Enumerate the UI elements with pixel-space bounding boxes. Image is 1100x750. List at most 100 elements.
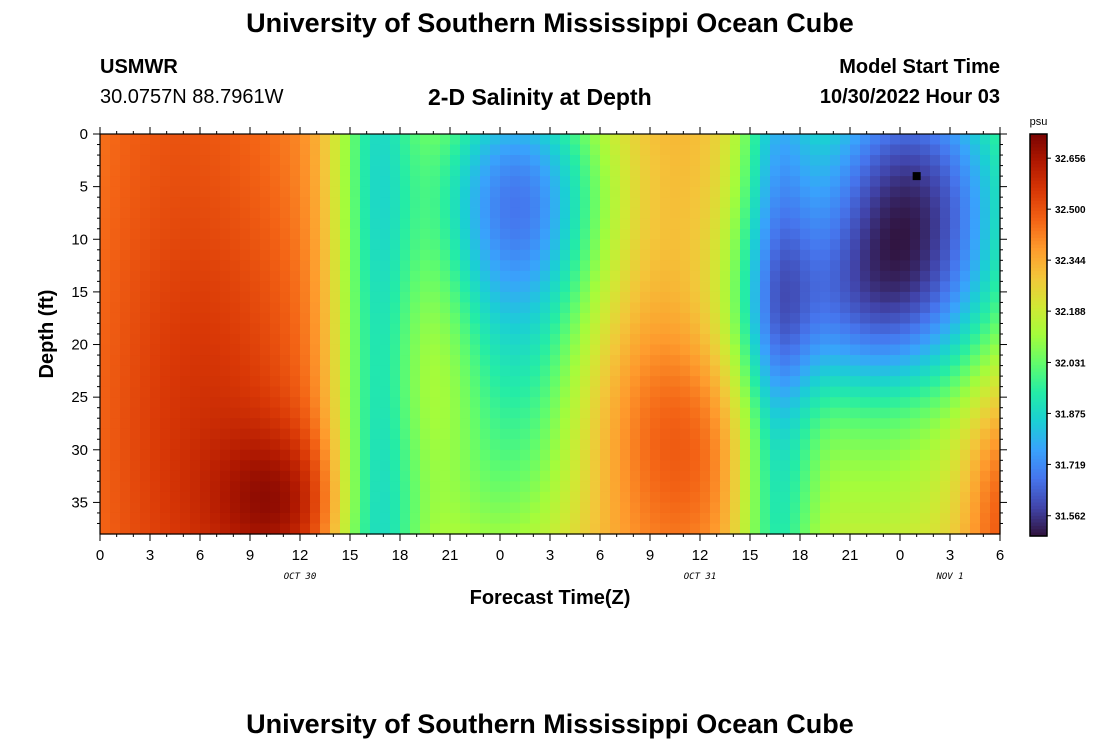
heatmap-cell [350,218,361,230]
heatmap-cell [400,344,411,356]
colorbar-swatch [1030,519,1047,524]
date-label: NOV 1 [935,572,963,582]
x-tick-label: 0 [96,547,104,564]
heatmap-cell [630,491,641,504]
heatmap-cell [480,512,491,525]
heatmap-cell [210,144,221,156]
heatmap-cell [410,418,421,430]
heatmap-cell [630,418,641,430]
heatmap-cell [870,186,881,198]
heatmap-cell [990,197,1001,209]
heatmap-cell [830,439,841,451]
colorbar-swatch [1030,361,1047,366]
heatmap-cell [270,470,281,482]
heatmap-cell [380,270,391,282]
y-tick-label: 30 [71,442,88,459]
heatmap-cell [360,291,371,304]
heatmap-cell [350,186,361,198]
heatmap-cell [450,323,461,335]
heatmap-cell [780,323,791,335]
heatmap-cell [910,386,921,398]
heatmap-cell [450,176,461,188]
heatmap-cell [130,481,141,493]
heatmap-cell [980,512,991,525]
heatmap-cell [380,376,391,388]
heatmap-cell [340,365,351,377]
heatmap-cell [290,312,301,325]
heatmap-cell [420,344,431,356]
heatmap-cell [890,386,901,398]
heatmap-cell [140,418,151,430]
heatmap-cell [140,397,151,409]
heatmap-cell [820,134,831,146]
heatmap-cell [940,365,951,377]
heatmap-cell [580,312,591,325]
heatmap-cell [430,418,441,430]
heatmap-cell [720,439,731,451]
heatmap-cell [620,291,631,304]
heatmap-cell [310,523,321,535]
heatmap-cell [410,502,421,514]
heatmap-cell [240,197,251,209]
x-tick-label: 3 [146,547,154,564]
heatmap-cell [750,376,761,388]
heatmap-cell [130,218,141,230]
heatmap-cell [270,197,281,209]
heatmap-cell [260,197,271,209]
heatmap-cell [190,155,201,167]
heatmap-cell [240,291,251,304]
heatmap-cell [200,481,211,493]
heatmap-cell [700,502,711,514]
heatmap-cell [850,460,861,472]
heatmap-cell [360,449,371,461]
heatmap-cell [670,134,681,146]
heatmap-cell [180,312,191,325]
heatmap-cell [970,386,981,398]
heatmap-cell [610,386,621,398]
heatmap-cell [320,312,331,325]
heatmap-cell [220,165,231,177]
heatmap-cell [750,470,761,482]
heatmap-cell [360,228,371,240]
heatmap-cell [160,302,171,314]
heatmap-cell [210,218,221,230]
heatmap-cell [770,291,781,304]
heatmap-cell [780,144,791,156]
heatmap-cell [270,291,281,304]
heatmap-cell [460,228,471,240]
colorbar-swatch [1030,140,1047,145]
heatmap-cell [730,460,741,472]
heatmap-cell [570,491,581,504]
heatmap-cell [690,491,701,504]
heatmap-cell [650,155,661,167]
heatmap-cell [160,260,171,272]
heatmap-cell [290,344,301,356]
heatmap-cell [700,207,711,219]
heatmap-cell [120,428,131,440]
heatmap-cell [330,323,341,335]
heatmap-cell [130,439,141,451]
heatmap-cell [870,334,881,346]
heatmap-cell [950,228,961,240]
heatmap-cell [980,302,991,314]
heatmap-cell [930,249,941,261]
heatmap-cell [710,312,721,325]
colorbar-swatch [1030,495,1047,500]
heatmap-cell [790,260,801,272]
heatmap-cell [390,155,401,167]
heatmap-cell [970,207,981,219]
heatmap-cell [610,323,621,335]
heatmap-cell [430,176,441,188]
heatmap-cell [490,512,501,525]
heatmap-cell [770,134,781,146]
heatmap-cell [370,407,381,419]
heatmap-cell [640,228,651,240]
heatmap-cell [300,249,311,261]
heatmap-cell [950,155,961,167]
heatmap-cell [790,397,801,409]
heatmap-cell [560,228,571,240]
heatmap-cell [490,134,501,146]
heatmap-cell [910,334,921,346]
heatmap-cell [780,249,791,261]
heatmap-cell [630,502,641,514]
